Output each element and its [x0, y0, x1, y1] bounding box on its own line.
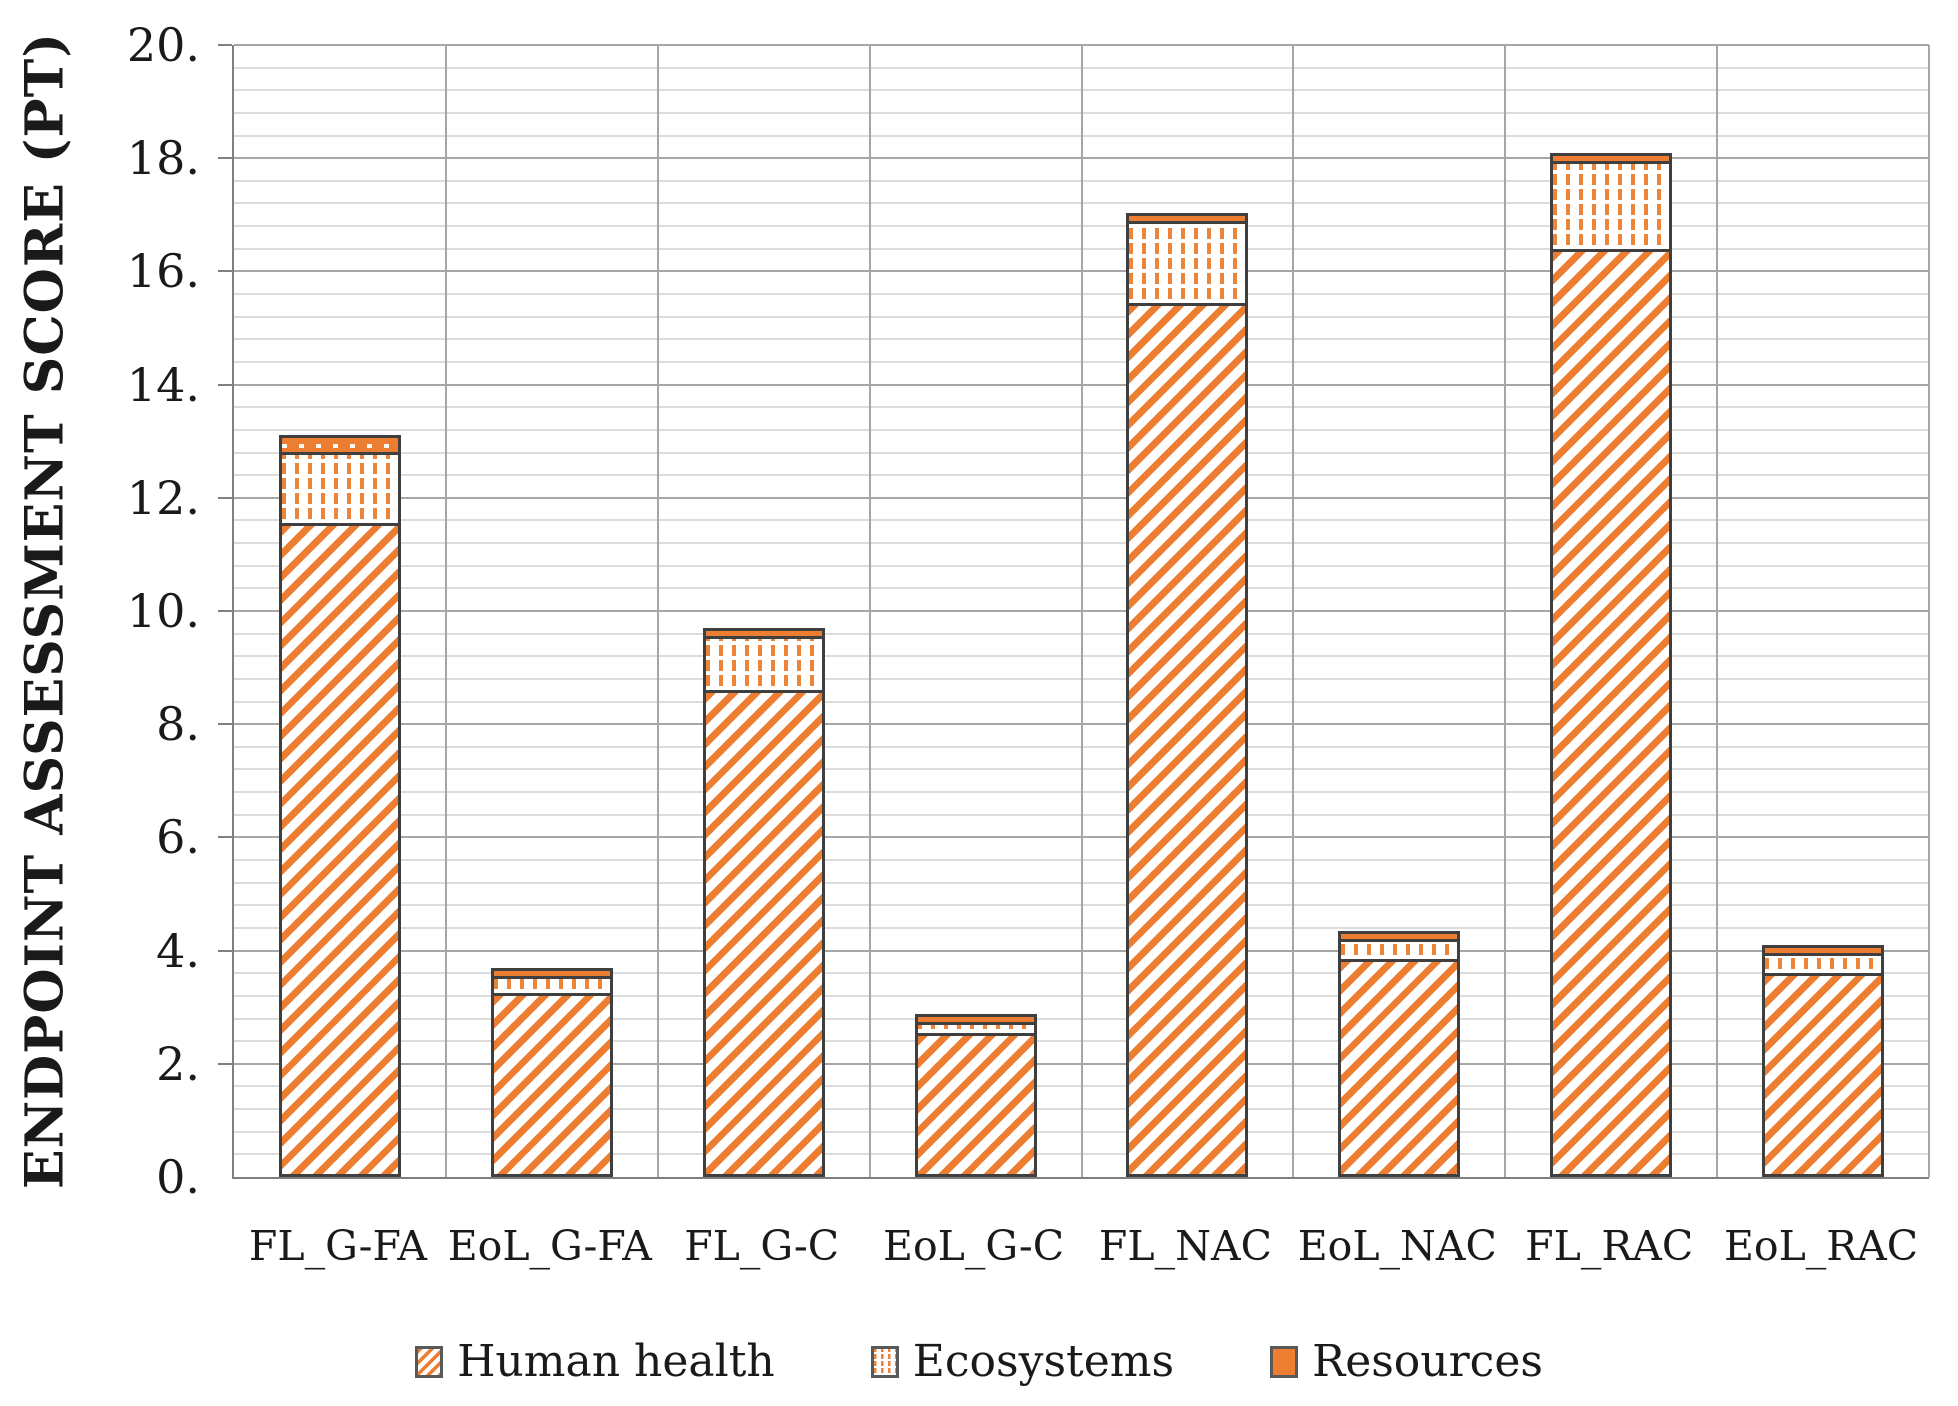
- bar-segment-human-health: [1550, 249, 1673, 1177]
- resources-swatch-icon: [1270, 1346, 1299, 1378]
- y-axis-tick-mark: [218, 836, 232, 839]
- y-tick-label: 20.: [126, 18, 200, 72]
- y-tick-label: 16.: [126, 244, 200, 299]
- x-axis-category-labels: FL_G-FA EoL_G-FA FL_G-C EoL_G-C FL_NAC EoL_NA…: [232, 1222, 1927, 1292]
- category-separator-gridline: [1504, 45, 1507, 1177]
- y-tick-label: 10.: [126, 584, 200, 638]
- human-health-swatch-icon: [415, 1346, 444, 1378]
- bar-FL_NAC: [1126, 213, 1249, 1177]
- y-tick-label: 14.: [126, 357, 200, 412]
- x-category-label: FL_NAC: [1098, 1222, 1272, 1270]
- category-separator-gridline: [656, 45, 659, 1177]
- legend-label: Human health: [457, 1336, 775, 1387]
- y-axis-tick-mark: [218, 1062, 232, 1065]
- legend-item-human-health: Human health: [415, 1340, 775, 1384]
- y-axis-tick-mark: [218, 949, 232, 952]
- bar-segment-human-health: [702, 690, 825, 1177]
- y-axis-tick-mark: [218, 44, 232, 46]
- x-category-label: FL_RAC: [1525, 1222, 1694, 1270]
- bar-segment-ecosystems: [1550, 161, 1673, 252]
- y-axis-tick-mark: [218, 723, 232, 726]
- bar-segment-ecosystems: [278, 452, 401, 526]
- y-axis-tick-mark: [218, 496, 232, 499]
- x-category-label: FL_G-FA: [248, 1222, 427, 1270]
- y-tick-label: 2.: [156, 1036, 200, 1091]
- category-separator-gridline: [1928, 45, 1930, 1177]
- y-tick-label: 6.: [156, 810, 200, 865]
- bar-segment-human-health: [1126, 303, 1249, 1177]
- bar-EoL_RAC: [1762, 945, 1885, 1177]
- bar-segment-human-health: [914, 1033, 1037, 1177]
- bar-EoL_G-C: [914, 1014, 1037, 1177]
- x-category-label: EoL_G-C: [883, 1222, 1065, 1270]
- bar-FL_G-C: [702, 628, 825, 1177]
- x-category-label: EoL_G-FA: [447, 1222, 652, 1270]
- bar-segment-ecosystems: [1126, 221, 1249, 306]
- y-axis-tick-mark: [218, 157, 232, 160]
- x-category-label: EoL_RAC: [1723, 1222, 1919, 1270]
- bar-segment-human-health: [278, 523, 401, 1177]
- legend-item-ecosystems: Ecosystems: [870, 1336, 1175, 1387]
- category-separator-gridline: [1080, 45, 1083, 1177]
- y-tick-label: 0.: [156, 1150, 200, 1204]
- x-category-label: EoL_NAC: [1297, 1222, 1497, 1270]
- bar-segment-ecosystems: [702, 636, 825, 693]
- category-separator-gridline: [1716, 45, 1719, 1177]
- legend: Human health Ecosystems Resources: [0, 1340, 1958, 1384]
- bar-FL_G-FA: [278, 435, 401, 1177]
- category-separator-gridline: [444, 45, 447, 1177]
- bar-segment-human-health: [1762, 973, 1885, 1177]
- y-tick-label: 4.: [156, 923, 200, 978]
- y-tick-label: 12.: [126, 470, 200, 525]
- bar-FL_RAC: [1550, 153, 1673, 1177]
- y-axis-tick-mark: [218, 383, 232, 386]
- x-category-label: FL_G-C: [684, 1222, 840, 1270]
- bar-EoL_NAC: [1338, 931, 1461, 1177]
- category-separator-gridline: [1292, 45, 1295, 1177]
- legend-label: Ecosystems: [912, 1336, 1175, 1387]
- y-axis-tick-mark: [218, 270, 232, 273]
- y-axis-tick-mark: [218, 610, 232, 612]
- legend-item-resources: Resources: [1270, 1340, 1543, 1384]
- bar-EoL_G-FA: [490, 968, 613, 1177]
- legend-label: Resources: [1312, 1336, 1543, 1387]
- y-tick-label: 8.: [156, 697, 200, 752]
- category-separator-gridline: [868, 45, 871, 1177]
- bar-segment-ecosystems: [1762, 953, 1885, 976]
- y-tick-label: 18.: [126, 131, 200, 186]
- plot-area: [218, 44, 1930, 1179]
- ecosystems-swatch-icon: [870, 1346, 899, 1378]
- bar-segment-human-health: [490, 993, 613, 1177]
- bar-segment-human-health: [1338, 959, 1461, 1177]
